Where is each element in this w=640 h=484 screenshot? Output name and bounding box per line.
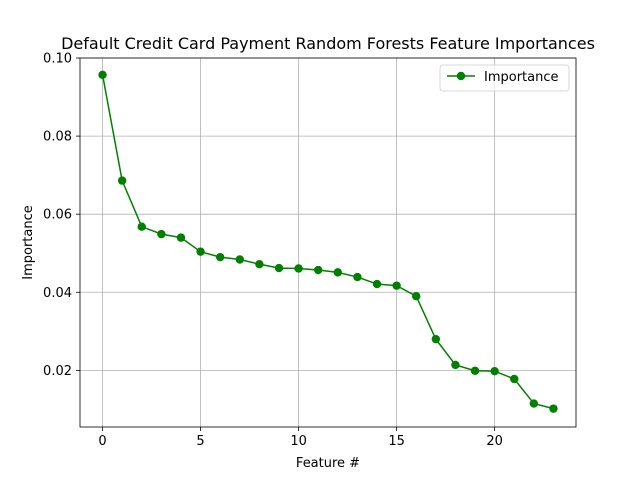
data-point <box>235 255 244 264</box>
data-point <box>372 279 382 289</box>
chart-title: Default Credit Card Payment Random Fores… <box>61 34 595 53</box>
data-point <box>274 263 284 273</box>
data-point <box>510 374 519 384</box>
data-point <box>392 281 401 290</box>
series-layer <box>98 70 558 413</box>
data-point <box>255 259 264 269</box>
data-point <box>157 229 166 239</box>
axis-ticks: 0 5 10 15 20 0.02 0.04 0.06 0.08 0.10 <box>43 52 503 450</box>
data-point <box>451 360 460 370</box>
data-point <box>333 268 342 277</box>
x-tick-label: 15 <box>388 434 405 449</box>
y-tick-label: 0.06 <box>43 208 72 223</box>
data-point <box>529 399 539 408</box>
x-tick-label: 5 <box>196 434 204 449</box>
y-tick-label: 0.04 <box>43 286 72 301</box>
data-point <box>412 291 421 301</box>
data-point <box>549 404 558 413</box>
data-point <box>353 272 362 282</box>
x-axis-label: Feature # <box>296 456 360 471</box>
y-axis-label: Importance <box>21 205 36 280</box>
data-point <box>196 247 205 256</box>
legend: Importance <box>439 64 570 92</box>
data-point <box>490 366 499 376</box>
x-tick-label: 10 <box>290 434 307 449</box>
data-point <box>176 233 186 242</box>
data-point <box>98 70 107 79</box>
x-tick-label: 0 <box>98 434 106 449</box>
data-point <box>137 222 146 231</box>
legend-label: Importance <box>484 70 559 85</box>
plot-frame <box>79 57 577 428</box>
data-point <box>215 252 225 262</box>
legend-marker <box>456 71 466 81</box>
y-tick-label: 0.08 <box>43 130 72 145</box>
legend-box <box>439 64 570 92</box>
series-importance <box>98 70 558 413</box>
data-point <box>470 366 480 375</box>
y-tick-label: 0.02 <box>43 364 72 379</box>
data-point <box>117 176 127 185</box>
data-point <box>431 334 441 344</box>
plot-area-border <box>79 57 577 428</box>
x-tick-label: 20 <box>486 434 503 449</box>
y-tick-label: 0.10 <box>43 52 72 67</box>
data-point <box>294 264 303 273</box>
data-point <box>314 265 323 275</box>
